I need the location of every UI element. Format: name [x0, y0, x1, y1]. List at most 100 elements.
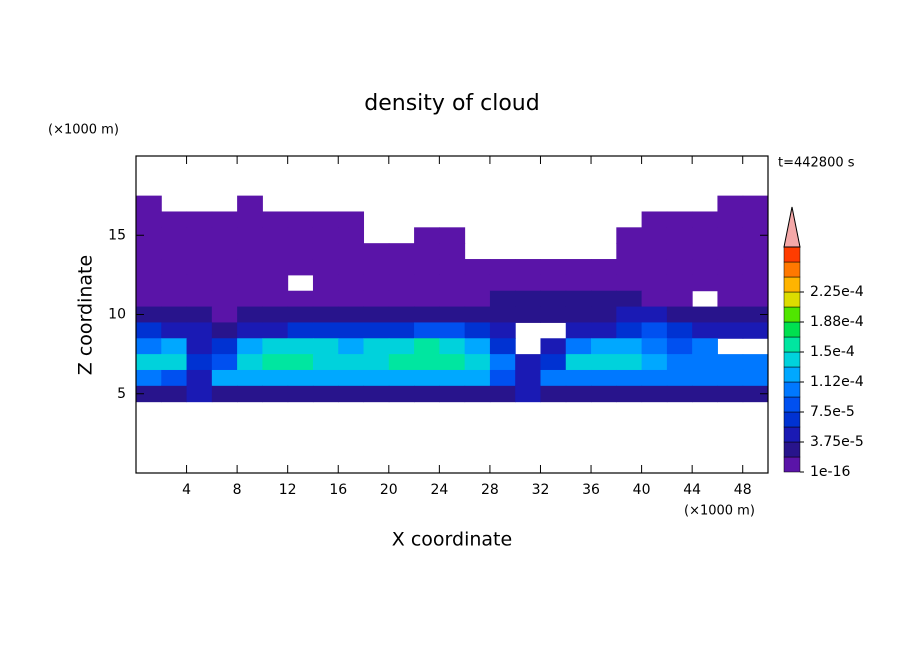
field-cell	[464, 274, 491, 292]
field-cell	[742, 290, 769, 308]
field-cell	[186, 227, 213, 244]
contour-field	[136, 195, 769, 403]
colorbar-tick-label: 1.5e-4	[810, 344, 855, 360]
field-cell	[312, 354, 339, 371]
field-cell	[439, 306, 466, 323]
colorbar-box	[783, 411, 801, 428]
field-cell	[641, 338, 668, 355]
field-cell	[641, 354, 668, 371]
y-tick-label: 5	[117, 386, 126, 402]
field-cell	[287, 227, 314, 244]
field-cell	[211, 274, 238, 292]
field-cell	[363, 306, 390, 323]
field-cell	[515, 290, 541, 308]
x-tick-label: 16	[329, 482, 347, 498]
field-cell	[237, 227, 263, 244]
field-cell	[363, 338, 390, 355]
field-cell	[312, 322, 339, 339]
field-cell	[565, 385, 592, 403]
field-cell	[641, 306, 668, 323]
x-tick-label: 48	[734, 482, 752, 498]
field-cell	[136, 385, 162, 403]
field-cell	[186, 369, 213, 387]
colorbar-box	[783, 396, 801, 413]
field-cell	[287, 322, 314, 339]
field-cell	[666, 369, 693, 387]
field-cell	[489, 354, 516, 371]
colorbar-box	[783, 306, 801, 323]
field-cell	[211, 354, 238, 371]
field-cell	[262, 290, 289, 308]
field-cell	[186, 385, 213, 403]
field-cell	[161, 274, 188, 292]
field-cell	[312, 274, 339, 292]
field-cell	[287, 290, 314, 308]
field-cell	[464, 338, 491, 355]
field-cell	[414, 259, 440, 276]
field-cell	[287, 338, 314, 355]
y-tick-label: 10	[108, 307, 126, 323]
field-cell	[742, 385, 769, 403]
field-cell	[439, 385, 466, 403]
field-cell	[565, 290, 592, 308]
field-cell	[312, 259, 339, 276]
field-cell	[666, 306, 693, 323]
field-cell	[237, 338, 263, 355]
field-cell	[388, 354, 415, 371]
field-cell	[489, 338, 516, 355]
field-cell	[515, 274, 541, 292]
field-cell	[692, 322, 718, 339]
colorbar-tick-label: 7.5e-5	[810, 404, 855, 420]
x-unit: (×1000 m)	[684, 504, 755, 519]
field-cell	[136, 306, 162, 323]
field-cell	[338, 354, 365, 371]
field-cell	[692, 354, 718, 371]
field-cell	[338, 243, 365, 260]
field-cell	[161, 259, 188, 276]
field-cell	[464, 290, 491, 308]
colorbar-box	[783, 426, 801, 443]
field-cell	[666, 322, 693, 339]
field-cell	[312, 385, 339, 403]
field-cell	[136, 290, 162, 308]
field-cell	[515, 259, 541, 276]
field-cell	[211, 227, 238, 244]
field-cell	[211, 369, 238, 387]
field-cell	[742, 259, 769, 276]
field-cell	[186, 290, 213, 308]
field-cell	[262, 385, 289, 403]
field-cell	[262, 322, 289, 339]
colorbar-box	[783, 246, 801, 263]
field-cell	[742, 243, 769, 260]
field-cell	[136, 338, 162, 355]
x-tick-label: 20	[380, 482, 398, 498]
field-cell	[312, 211, 339, 228]
field-cell	[136, 243, 162, 260]
field-cell	[489, 322, 516, 339]
field-cell	[717, 369, 744, 387]
field-cell	[388, 338, 415, 355]
field-cell	[388, 385, 415, 403]
field-cell	[388, 243, 415, 260]
field-cell	[439, 259, 466, 276]
field-cell	[161, 354, 188, 371]
field-cell	[692, 259, 718, 276]
field-cell	[565, 322, 592, 339]
field-cell	[616, 369, 643, 387]
colorbar-tick-label: 2.25e-4	[810, 284, 864, 300]
field-cell	[616, 259, 643, 276]
field-cell	[338, 274, 365, 292]
field-cell	[237, 322, 263, 339]
field-cell	[742, 227, 769, 244]
field-cell	[489, 290, 516, 308]
field-cell	[388, 306, 415, 323]
field-cell	[363, 290, 390, 308]
field-cell	[237, 274, 263, 292]
field-cell	[439, 354, 466, 371]
field-cell	[439, 322, 466, 339]
field-cell	[742, 322, 769, 339]
field-cell	[666, 243, 693, 260]
colorbar-box	[783, 261, 801, 278]
field-cell	[591, 274, 617, 292]
field-cell	[338, 227, 365, 244]
